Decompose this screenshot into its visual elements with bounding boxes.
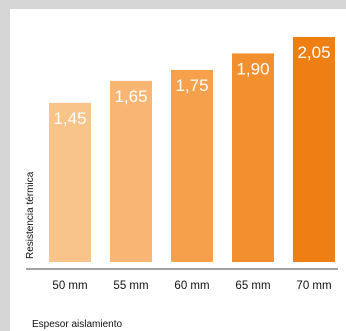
bar-value-label-2: 1,65 — [114, 87, 147, 106]
bar-chart: 1,45 50 mm 1,65 55 mm 1,75 60 mm 1,90 65 mm 2,05… — [25, 37, 338, 330]
x-tick-label-1: 50 mm — [52, 280, 87, 292]
bar-value-label-5: 2,05 — [297, 43, 330, 62]
bars-layer — [49, 37, 335, 263]
y-axis-title: Resistencia térmica — [25, 171, 36, 259]
bar-5 — [293, 37, 335, 262]
x-tick-label-4: 65 mm — [235, 280, 270, 292]
x-tick-label-2: 55 mm — [113, 280, 148, 292]
bar-2 — [110, 80, 152, 262]
labels-layer: 1,45 50 mm 1,65 55 mm 1,75 60 mm 1,90 65 mm 2,05… — [52, 43, 331, 292]
bar-value-label-3: 1,75 — [175, 76, 208, 95]
bar-1 — [49, 102, 91, 262]
x-tick-label-3: 60 mm — [174, 280, 209, 292]
bar-4 — [232, 53, 274, 263]
bar-value-label-1: 1,45 — [53, 109, 86, 128]
x-tick-label-5: 70 mm — [296, 280, 331, 292]
chart-panel: 1,45 50 mm 1,65 55 mm 1,75 60 mm 1,90 65 mm 2,05… — [10, 9, 346, 331]
x-axis-title: Espesor aislamiento — [32, 319, 122, 330]
bar-3 — [171, 69, 213, 262]
bar-value-label-4: 1,90 — [236, 59, 269, 78]
